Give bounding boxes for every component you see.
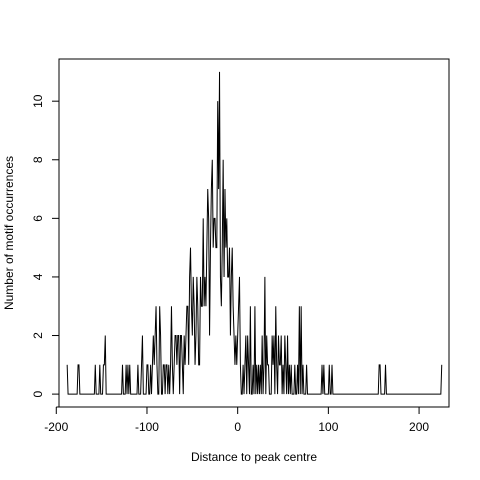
plot-area (66, 71, 443, 395)
y-tick-label: 2 (31, 332, 45, 339)
y-tick-label: 10 (31, 94, 45, 108)
x-tick-label: 100 (318, 420, 338, 434)
y-tick-label: 6 (31, 215, 45, 222)
y-tick-label: 0 (31, 390, 45, 397)
series-line (66, 71, 443, 395)
x-tick-label: 200 (409, 420, 429, 434)
x-tick-label: -200 (44, 420, 68, 434)
x-axis-label: Distance to peak centre (191, 450, 317, 464)
y-axis-label: Number of motif occurrences (2, 156, 16, 310)
x-axis: -200 -100 0 100 200 (44, 406, 429, 434)
y-axis: 0 2 4 6 8 10 (31, 94, 60, 397)
x-tick-label: -100 (135, 420, 159, 434)
y-tick-label: 4 (31, 273, 45, 280)
y-tick-label: 8 (31, 156, 45, 163)
x-tick-label: 0 (234, 420, 241, 434)
